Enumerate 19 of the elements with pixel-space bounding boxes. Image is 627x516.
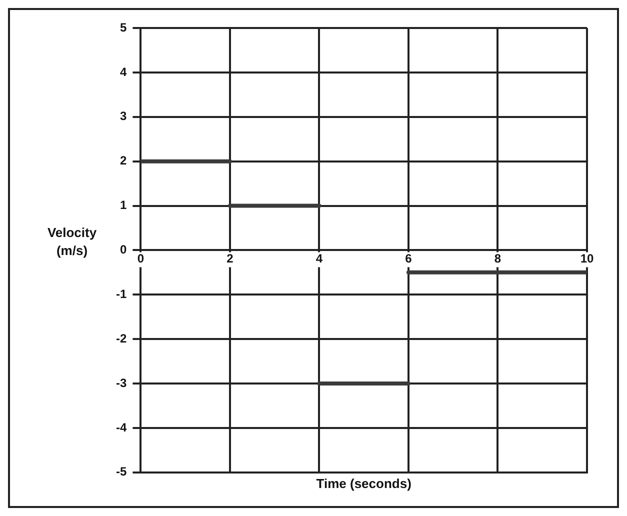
y-tick-label: 1	[120, 198, 127, 212]
x-tick-label: 8	[494, 252, 502, 266]
y-tick-label: -3	[116, 376, 127, 390]
y-tick-label: -5	[116, 464, 127, 479]
x-tick-label: 4	[316, 252, 323, 266]
x-tick-label: 10	[580, 252, 594, 266]
y-tick-label: -1	[116, 286, 127, 301]
y-tick-label: -2	[116, 331, 127, 346]
x-tick-label: 6	[405, 252, 412, 266]
x-tick-label: 2	[226, 252, 234, 266]
y-tick-label: 3	[120, 109, 127, 124]
x-tick-label: 0	[137, 252, 144, 266]
y-tick-label: 2	[120, 154, 127, 168]
x-axis-title: Time (seconds)	[316, 476, 412, 491]
y-tick-label: 5	[120, 20, 127, 34]
y-axis-title: Velocity (m/s)	[47, 224, 98, 258]
y-tick-label: 0	[120, 242, 127, 257]
y-tick-label: -4	[116, 420, 127, 434]
y-tick-label: 4	[120, 64, 127, 79]
